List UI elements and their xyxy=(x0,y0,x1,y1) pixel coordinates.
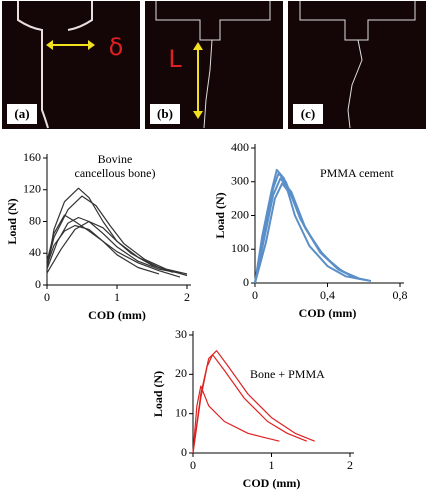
y-tick-label: 80 xyxy=(29,213,41,227)
data-line xyxy=(46,220,174,274)
crack-c xyxy=(347,39,363,129)
y-tick-label: 120 xyxy=(23,182,41,196)
x-axis-label: COD (mm) xyxy=(299,306,357,320)
data-line xyxy=(46,187,188,277)
y-tick-label: 100 xyxy=(231,241,249,255)
y-tick-label: 400 xyxy=(231,140,249,154)
y-tick-label: 300 xyxy=(231,174,249,188)
x-tick-label: 1 xyxy=(269,458,275,472)
x-tick-label: 0 xyxy=(44,290,50,304)
y-tick-label: 0 xyxy=(35,277,41,291)
data-line xyxy=(46,214,181,278)
y-tick-label: 40 xyxy=(29,245,41,259)
annotation: Bone + PMMA xyxy=(250,367,325,381)
y-tick-label: 30 xyxy=(175,327,187,341)
panel-label: (a) xyxy=(14,106,29,121)
data-line xyxy=(192,354,308,454)
panel-label: (c) xyxy=(301,106,315,121)
notch-b xyxy=(155,1,271,41)
y-tick-label: 0 xyxy=(243,275,249,289)
y-tick-label: 0 xyxy=(181,445,187,459)
notch-c xyxy=(299,1,416,41)
annotation: PMMA cement xyxy=(320,166,394,180)
label-box xyxy=(293,104,323,124)
x-tick-label: 0 xyxy=(252,288,258,302)
x-tick-label: 0 xyxy=(190,458,196,472)
arrow-heads xyxy=(193,42,203,119)
y-tick-label: 200 xyxy=(231,207,249,221)
y-axis-label: Load (N) xyxy=(5,198,19,244)
data-line xyxy=(46,216,181,274)
data-line xyxy=(254,168,364,284)
x-tick-label: 0,8 xyxy=(393,288,408,302)
x-tick-label: 2 xyxy=(184,290,190,304)
photo-panels xyxy=(2,1,426,129)
x-tick-label: 2 xyxy=(347,458,353,472)
y-tick-label: 20 xyxy=(175,366,187,380)
label-box xyxy=(7,104,37,124)
data-line xyxy=(46,224,160,275)
panel-symbol: L xyxy=(168,45,182,73)
annotation: Bovine xyxy=(98,152,133,166)
data-line xyxy=(254,182,357,284)
data-line xyxy=(46,195,188,275)
crack-a xyxy=(17,1,93,129)
x-axis-label: COD (mm) xyxy=(88,308,146,322)
data-line xyxy=(192,385,280,454)
x-tick-label: 1 xyxy=(114,290,120,304)
x-axis-label: COD (mm) xyxy=(243,476,301,490)
panel-symbol: δ xyxy=(109,33,124,61)
label-box xyxy=(150,104,180,124)
y-axis-label: Load (N) xyxy=(151,371,165,417)
annotation: cancellous bone) xyxy=(75,166,156,180)
y-axis-label: Load (N) xyxy=(213,192,227,238)
y-tick-label: 10 xyxy=(175,405,187,419)
x-tick-label: 0,4 xyxy=(320,288,335,302)
crack-b xyxy=(203,39,213,129)
panel-label: (b) xyxy=(157,106,173,121)
y-tick-label: 160 xyxy=(23,150,41,164)
